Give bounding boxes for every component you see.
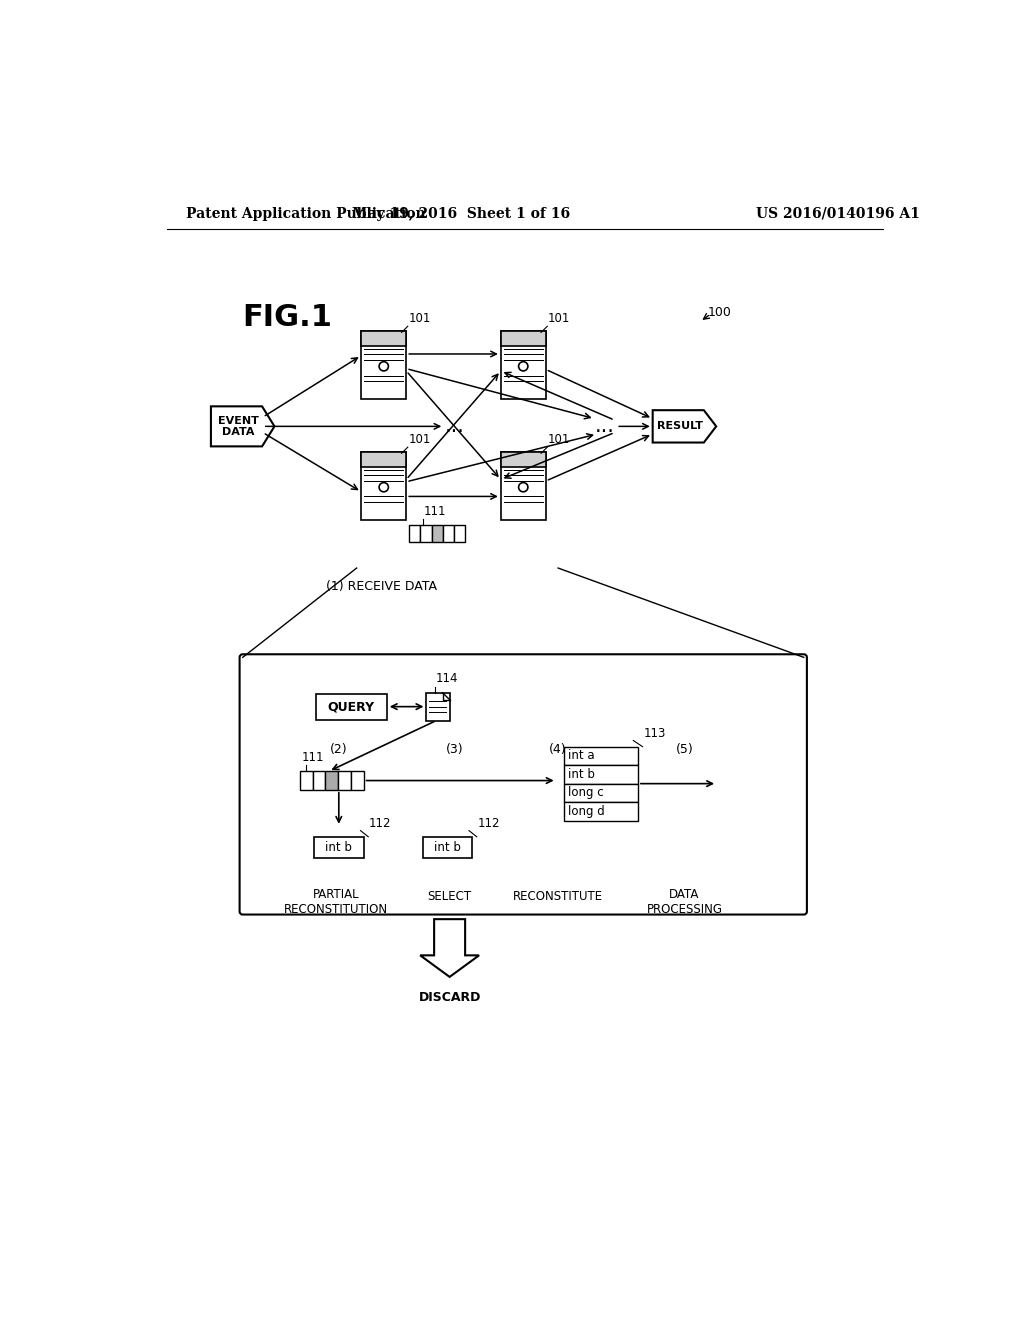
Text: SELECT: SELECT xyxy=(428,890,472,903)
Bar xyxy=(351,771,364,789)
Text: 113: 113 xyxy=(643,727,666,739)
Bar xyxy=(501,451,546,520)
Text: 111: 111 xyxy=(302,751,325,763)
Bar xyxy=(432,525,442,543)
Text: long d: long d xyxy=(568,805,605,818)
Text: 111: 111 xyxy=(424,506,446,517)
Text: DISCARD: DISCARD xyxy=(419,991,481,1003)
Text: 100: 100 xyxy=(708,306,731,319)
Text: int b: int b xyxy=(568,768,595,781)
Bar xyxy=(563,747,638,766)
Text: int b: int b xyxy=(434,841,461,854)
Text: (3): (3) xyxy=(446,743,464,756)
Bar xyxy=(314,837,364,858)
Text: EVENT
DATA: EVENT DATA xyxy=(218,416,258,437)
Bar xyxy=(361,451,407,467)
Bar xyxy=(501,331,546,346)
Bar xyxy=(361,451,407,520)
Text: 101: 101 xyxy=(409,433,431,446)
FancyBboxPatch shape xyxy=(240,655,807,915)
Text: 101: 101 xyxy=(409,312,431,325)
Text: May 19, 2016  Sheet 1 of 16: May 19, 2016 Sheet 1 of 16 xyxy=(352,207,570,220)
Text: int a: int a xyxy=(568,750,595,763)
Text: ...: ... xyxy=(445,416,465,437)
Text: QUERY: QUERY xyxy=(328,700,375,713)
Bar xyxy=(300,771,312,789)
Text: PARTIAL
RECONSTITUTION: PARTIAL RECONSTITUTION xyxy=(284,888,388,916)
Bar xyxy=(563,766,638,784)
Text: (5): (5) xyxy=(676,743,693,756)
Text: US 2016/0140196 A1: US 2016/0140196 A1 xyxy=(756,207,920,220)
Bar xyxy=(315,693,387,719)
Text: 112: 112 xyxy=(477,817,500,830)
Bar xyxy=(421,525,432,543)
Text: Patent Application Publication: Patent Application Publication xyxy=(186,207,426,220)
Polygon shape xyxy=(420,919,479,977)
Text: long c: long c xyxy=(568,787,604,800)
Bar xyxy=(501,451,546,467)
Text: (2): (2) xyxy=(330,743,347,756)
Bar xyxy=(361,331,407,346)
Bar xyxy=(563,784,638,803)
Bar xyxy=(423,837,472,858)
Bar xyxy=(361,331,407,399)
Bar xyxy=(338,771,351,789)
Bar xyxy=(326,771,338,789)
Text: int b: int b xyxy=(326,841,352,854)
Bar xyxy=(501,331,546,399)
Bar xyxy=(454,525,465,543)
Text: (1) RECEIVE DATA: (1) RECEIVE DATA xyxy=(326,581,436,594)
Text: 114: 114 xyxy=(435,672,458,685)
Text: 112: 112 xyxy=(369,817,391,830)
Polygon shape xyxy=(211,407,274,446)
Bar xyxy=(426,693,450,721)
Text: 101: 101 xyxy=(548,312,570,325)
Bar xyxy=(563,803,638,821)
Bar xyxy=(312,771,326,789)
Polygon shape xyxy=(652,411,716,442)
Text: RECONSTITUTE: RECONSTITUTE xyxy=(513,890,603,903)
Text: FIG.1: FIG.1 xyxy=(243,304,333,333)
Bar xyxy=(410,525,421,543)
Text: DATA
PROCESSING: DATA PROCESSING xyxy=(646,888,723,916)
Text: 101: 101 xyxy=(548,433,570,446)
Text: ...: ... xyxy=(595,416,614,437)
Text: (4): (4) xyxy=(549,743,567,756)
Bar xyxy=(442,525,454,543)
Text: RESULT: RESULT xyxy=(656,421,702,432)
